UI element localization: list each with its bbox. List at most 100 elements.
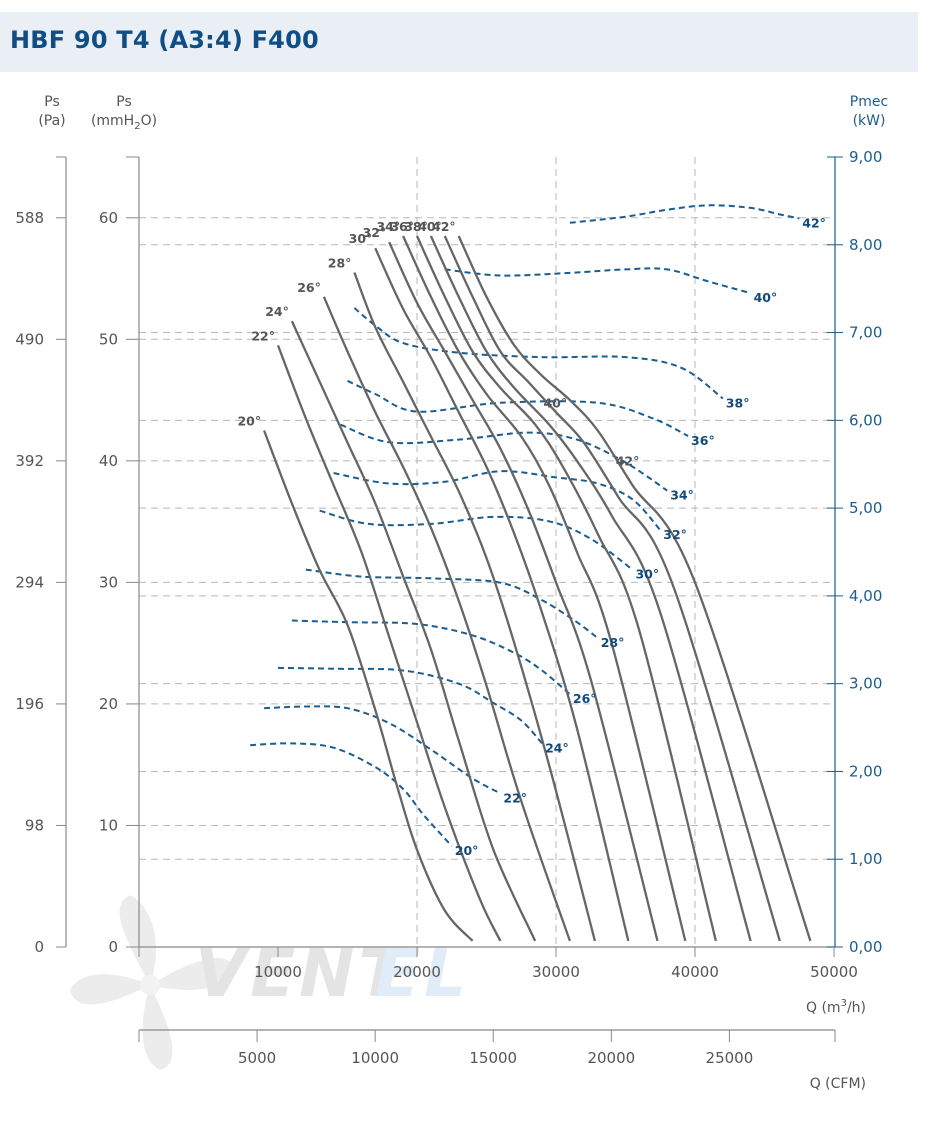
pressure-curve-32°	[388, 241, 659, 942]
power-label-26°: 26°	[573, 691, 597, 706]
power-label-24°: 24°	[545, 740, 569, 755]
tick-label-cfm-3: 20000	[587, 1049, 635, 1067]
tick-label-mm-0: 60	[99, 209, 118, 227]
pressure-label-36°: 36°	[390, 219, 414, 234]
m3h-label-sup: 3	[841, 998, 847, 1009]
m3h-label-suffix: /h)	[847, 1000, 866, 1016]
pressure-curve-28°	[353, 272, 597, 942]
pressure-label-40°: 40°	[418, 219, 442, 234]
pressure-label-20°: 20°	[237, 413, 261, 428]
pressure-label-28°: 28°	[328, 255, 352, 270]
tick-label-m3h-0: 10000	[254, 963, 302, 981]
tick-label-m3h-1: 20000	[393, 963, 441, 981]
tick-label-mm-2: 40	[99, 452, 118, 470]
power-curve-20°	[250, 742, 453, 847]
tick-label-pa-4: 196	[15, 695, 44, 713]
mm-unit-suffix: O)	[141, 113, 157, 129]
chart-title: HBF 90 T4 (A3:4) F400	[10, 26, 319, 54]
tick-label-pa-0: 588	[15, 209, 44, 227]
m3h-label-prefix: Q (m	[806, 1000, 841, 1016]
logo-text-dark: VENT	[195, 935, 408, 1012]
tick-label-pa-2: 392	[15, 452, 44, 470]
tick-label-kw-5: 4,00	[849, 587, 882, 605]
title-bar	[0, 12, 918, 72]
cfm-axis-label: Q (CFM)	[810, 1076, 866, 1092]
power-curves	[250, 204, 800, 847]
pressure-curve-22°	[276, 344, 502, 942]
tick-label-kw-8: 1,00	[849, 850, 882, 868]
axis-titles: Ps (Pa) Ps (mmH2O) Pmec (kW) Q (m3/h) Q …	[38, 94, 888, 1092]
tick-label-cfm-4: 25000	[706, 1049, 754, 1067]
pressure-label-34°: 34°	[376, 219, 400, 234]
power-label-36°: 36°	[691, 433, 715, 448]
axes	[65, 157, 836, 1031]
pressure-label-32°: 32°	[363, 225, 387, 240]
tick-label-pa-1: 490	[15, 330, 44, 348]
pressure-label-22°: 22°	[251, 328, 275, 343]
tick-label-kw-1: 8,00	[849, 236, 882, 254]
pressure-curve-26°	[322, 296, 571, 942]
power-curve-32°	[333, 470, 662, 531]
tick-label-kw-3: 6,00	[849, 411, 882, 429]
tick-label-mm-3: 30	[99, 573, 118, 591]
kw-axis-label: Pmec	[850, 94, 888, 110]
pa-axis-unit: (Pa)	[38, 113, 65, 129]
pressure-mid-label-0: 40°	[543, 395, 567, 410]
power-label-22°: 22°	[503, 790, 527, 805]
mm-unit-sub: 2	[134, 121, 140, 132]
tick-label-cfm-0: 5000	[238, 1049, 276, 1067]
tick-label-pa-5: 98	[25, 816, 44, 834]
m3h-axis-label: Q (m3/h)	[806, 998, 866, 1016]
pressure-curve-20°	[263, 430, 474, 942]
power-label-40°: 40°	[754, 290, 778, 305]
mm-axis-unit: (mmH2O)	[91, 113, 157, 132]
mm-unit-prefix: (mmH	[91, 113, 134, 129]
tick-label-kw-7: 2,00	[849, 762, 882, 780]
power-label-20°: 20°	[455, 843, 479, 858]
logo-text-light: EL	[375, 935, 470, 1012]
power-curve-40°	[444, 267, 751, 295]
pressure-label-26°: 26°	[297, 280, 321, 295]
curve-labels: 20°22°24°26°28°30°32°34°36°38°40°42°20°2…	[237, 215, 825, 858]
power-curve-28°	[305, 568, 599, 639]
tick-label-pa-6: 0	[34, 938, 44, 956]
power-curve-26°	[291, 619, 571, 695]
tick-label-kw-9: 0,00	[849, 938, 882, 956]
power-curve-34°	[340, 423, 668, 492]
tick-label-kw-2: 7,00	[849, 324, 882, 342]
power-curve-42°	[569, 204, 800, 224]
tick-label-mm-6: 0	[108, 938, 118, 956]
tick-label-kw-4: 5,00	[849, 499, 882, 517]
pa-axis-label: Ps	[44, 94, 60, 110]
pressure-mid-label-1: 42°	[616, 454, 640, 469]
fan-blades-icon	[70, 895, 235, 1070]
power-label-30°: 30°	[635, 567, 659, 582]
tick-labels: 588 490 392 294 196 98 0 60 50 40 30 20 10 0 9,00 8,00 7…	[15, 148, 882, 1067]
pressure-curve-38°	[429, 235, 752, 942]
kw-axis-unit: (kW)	[853, 113, 886, 129]
pressure-label-30°: 30°	[349, 231, 373, 246]
power-curve-36°	[347, 379, 689, 437]
tick-label-cfm-1: 10000	[351, 1049, 399, 1067]
tick-label-kw-6: 3,00	[849, 675, 882, 693]
mm-axis-label: Ps	[116, 94, 132, 110]
power-curve-24°	[277, 666, 543, 745]
tick-label-m3h-3: 40000	[671, 963, 719, 981]
pressure-curve-30°	[374, 247, 630, 942]
tick-label-cfm-2: 15000	[469, 1049, 517, 1067]
tick-label-m3h-2: 30000	[532, 963, 580, 981]
ticks	[56, 156, 843, 1042]
power-curve-30°	[319, 509, 634, 571]
pressure-label-42°: 42°	[432, 219, 456, 234]
power-label-32°: 32°	[663, 527, 687, 542]
pressure-curve-42°	[457, 235, 812, 942]
tick-label-mm-1: 50	[99, 330, 118, 348]
power-curve-38°	[353, 307, 724, 400]
tick-label-kw-0: 9,00	[849, 148, 882, 166]
pressure-curves	[263, 235, 812, 942]
pressure-curve-24°	[290, 320, 537, 942]
tick-label-m3h-4: 50000	[810, 963, 858, 981]
power-label-28°: 28°	[601, 635, 625, 650]
pressure-curve-36°	[415, 235, 718, 942]
